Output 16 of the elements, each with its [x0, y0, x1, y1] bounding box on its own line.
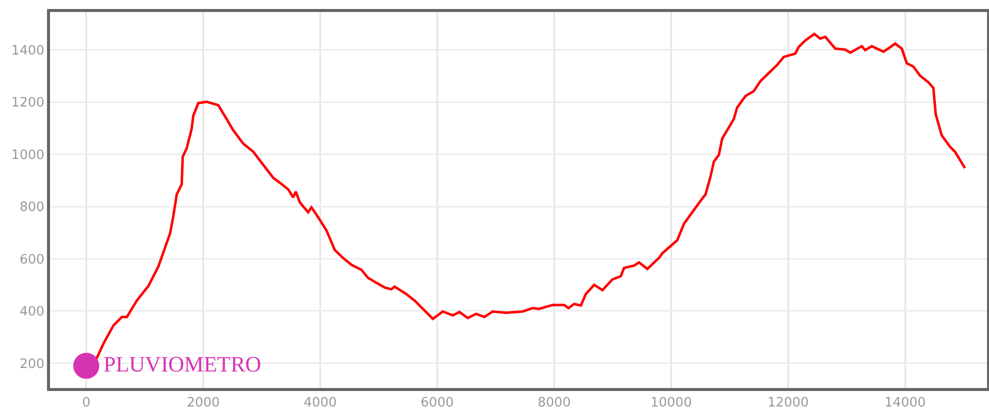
x-tick-label: 12000	[767, 396, 809, 411]
y-tick-label: 600	[20, 252, 44, 268]
x-tick-label: 6000	[420, 396, 454, 411]
y-tick-label: 400	[20, 304, 44, 320]
series-label: PLUVIOMETRO	[104, 351, 262, 376]
y-tick-label: 1200	[11, 96, 44, 111]
y-tick-label: 1000	[11, 148, 44, 163]
x-tick-label: 4000	[304, 396, 337, 411]
x-tick-label: 2000	[186, 396, 220, 411]
x-tick-label: 14000	[884, 396, 926, 411]
x-tick-label: 10000	[650, 396, 692, 411]
x-tick-label: 0	[82, 396, 90, 411]
x-tick-label: 8000	[538, 396, 571, 411]
y-tick-label: 1400	[11, 43, 44, 58]
y-tick-label: 200	[20, 356, 44, 372]
y-tick-label: 800	[20, 200, 44, 216]
